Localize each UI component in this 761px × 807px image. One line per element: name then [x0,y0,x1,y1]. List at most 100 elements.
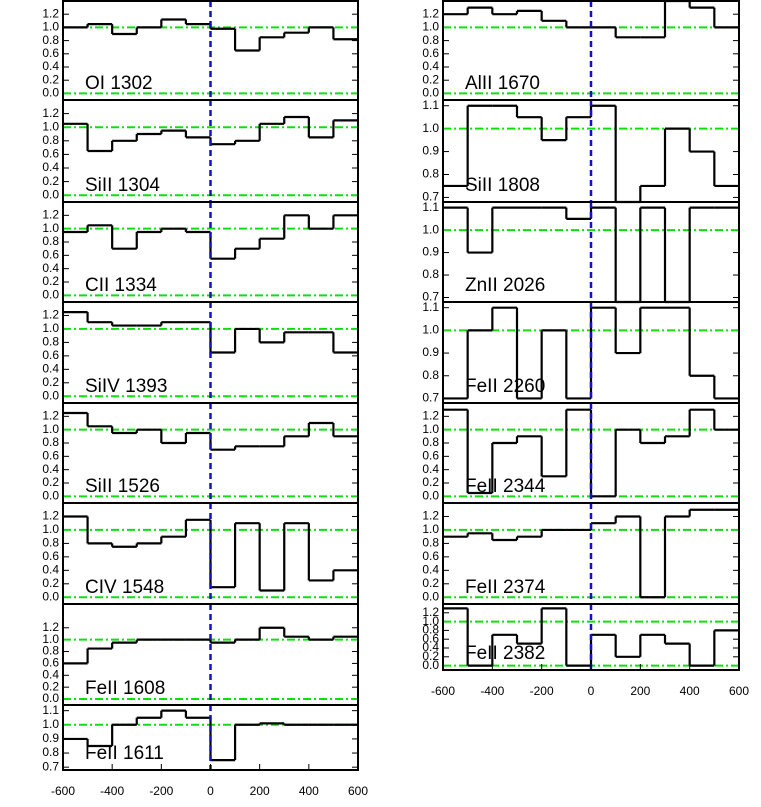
y-tick-label: 0.8 [42,234,59,248]
y-tick-label: 0.0 [42,589,59,603]
y-tick-label: 1.0 [422,323,439,337]
y-tick-label: 0.8 [422,33,439,47]
y-tick-label: 0.8 [42,335,59,349]
x-tick-label: -600 [51,784,75,798]
panel-label: ZnII 2026 [465,275,545,296]
x-tick-label: -200 [530,684,554,698]
y-tick-label: 0.2 [42,475,59,489]
y-tick-label: 0.8 [42,745,59,759]
y-tick-label: 0.8 [42,644,59,658]
y-tick-label: 0.4 [42,462,59,476]
panel-label: CIV 1548 [85,577,164,598]
y-tick-label: 0.4 [42,563,59,577]
y-tick-label: 1.0 [42,717,59,731]
y-tick-label: 0.8 [422,167,439,181]
y-tick-label: 1.0 [42,221,59,235]
y-tick-label: 0.2 [42,274,59,288]
y-tick-label: 0.4 [422,563,439,577]
panel-label: CII 1334 [85,275,157,296]
y-tick-label: 0.4 [422,462,439,476]
y-tick-label: 1.0 [42,20,59,34]
panel-label: SiII 1304 [85,175,160,196]
y-tick-label: 0.0 [42,86,59,100]
y-tick-label: 1.2 [42,208,59,222]
y-tick-label: 0.4 [42,59,59,73]
y-tick-label: 0.6 [422,449,439,463]
y-tick-label: 1.2 [422,409,439,423]
y-tick-label: 0.0 [422,658,439,672]
y-tick-label: 0.6 [42,549,59,563]
y-tick-label: 1.0 [422,522,439,536]
x-tick-label: 600 [348,784,368,798]
y-tick-label: 0.8 [42,133,59,147]
x-tick-label: -200 [149,784,173,798]
x-tick-label: 400 [680,684,700,698]
y-tick-label: 0.2 [42,375,59,389]
y-tick-label: 1.0 [42,632,59,646]
y-tick-label: 1.0 [422,222,439,236]
y-tick-label: 0.2 [42,174,59,188]
x-tick-label: 400 [299,784,319,798]
x-tick-label: -600 [431,684,455,698]
panel-label: SiII 1808 [465,175,540,196]
y-tick-label: 0.8 [42,536,59,550]
panel-label: SiII 1526 [85,476,160,497]
y-tick-label: 0.6 [422,46,439,60]
y-tick-label: 0.2 [42,576,59,590]
x-tick-label: 200 [630,684,650,698]
y-tick-label: 0.2 [422,576,439,590]
y-tick-label: 0.7 [422,190,439,204]
x-tick-label: 0 [207,784,214,798]
x-tick-label: -400 [480,684,504,698]
y-tick-label: 0.6 [42,248,59,262]
y-tick-label: 0.6 [422,631,439,645]
y-tick-label: 0.2 [42,679,59,693]
y-tick-label: 1.1 [42,703,59,717]
y-tick-label: 0.6 [42,46,59,60]
y-tick-label: 0.6 [42,449,59,463]
panel-label: OI 1302 [85,73,153,94]
y-tick-label: 0.0 [42,691,59,705]
y-tick-label: 0.4 [42,667,59,681]
y-tick-label: 0.0 [42,288,59,302]
y-tick-label: 0.0 [422,589,439,603]
y-tick-label: 1.2 [422,6,439,20]
y-tick-label: 0.2 [422,72,439,86]
y-tick-label: 0.6 [42,348,59,362]
y-tick-label: 1.1 [422,98,439,112]
y-tick-label: 0.9 [422,245,439,259]
y-tick-label: 1.0 [42,321,59,335]
y-tick-label: 0.8 [422,368,439,382]
y-tick-label: 1.2 [422,509,439,523]
y-tick-label: 1.0 [42,422,59,436]
y-tick-label: 0.9 [42,731,59,745]
x-tick-label: 0 [588,684,595,698]
y-tick-label: 0.6 [422,549,439,563]
y-tick-label: 0.6 [42,656,59,670]
y-tick-label: 0.8 [422,623,439,637]
y-tick-label: 1.2 [422,605,439,619]
panel-label: FeII 2382 [465,643,545,664]
y-tick-label: 0.4 [42,261,59,275]
y-tick-label: 0.0 [42,187,59,201]
panel-label: FeII 2344 [465,476,546,497]
y-tick-label: 1.2 [42,620,59,634]
y-tick-label: 0.7 [422,290,439,304]
y-tick-label: 0.7 [422,391,439,405]
y-tick-label: 0.7 [42,759,59,773]
y-tick-label: 0.2 [42,72,59,86]
y-tick-label: 0.6 [42,147,59,161]
panel-label: FeII 1608 [85,678,165,699]
x-tick-label: 200 [250,784,270,798]
y-tick-label: 1.2 [42,308,59,322]
y-tick-label: 0.8 [422,267,439,281]
y-tick-label: 1.2 [42,6,59,20]
y-tick-label: 1.2 [42,509,59,523]
panel-label: SiIV 1393 [85,376,167,397]
y-tick-label: 1.1 [422,200,439,214]
y-tick-label: 0.4 [422,640,439,654]
panel-label: FeII 2374 [465,577,546,598]
y-tick-label: 0.9 [422,345,439,359]
y-tick-label: 0.2 [422,649,439,663]
